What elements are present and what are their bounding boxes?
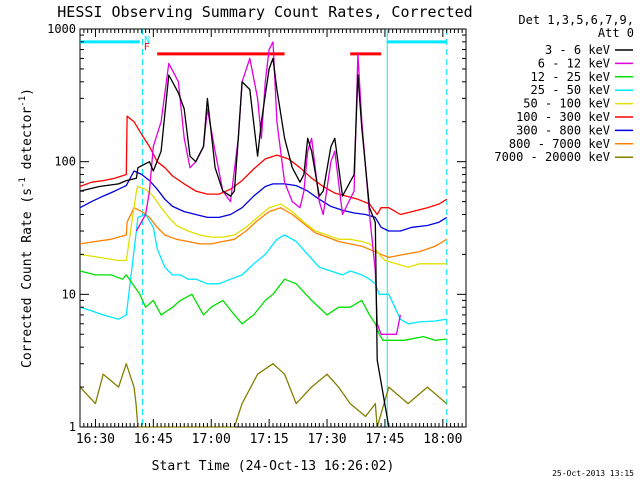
- x-tick-label: 16:45: [134, 432, 173, 447]
- legend-label-100-300-kev: 100 - 300 keV: [516, 110, 610, 124]
- series-line-3-6-kev: [79, 57, 390, 428]
- y-axis-label-sup-2: -1: [18, 96, 28, 107]
- x-tick-label: 17:45: [365, 432, 404, 447]
- footer-timestamp: 25-Oct-2013 13:15: [552, 469, 634, 478]
- series-line-6-12-kev: [135, 41, 402, 335]
- legend-label-25-50-kev: 25 - 50 keV: [531, 83, 610, 97]
- y-tick-label: 1000: [47, 22, 76, 36]
- x-axis: 16:30 16:45 17:00 17:15 17:30 17:45 18:00: [76, 29, 467, 447]
- night-lines: [142, 29, 448, 427]
- legend-label-800-7000-kev: 800 - 7000 keV: [509, 137, 610, 151]
- legend-label-12-25-kev: 12 - 25 keV: [531, 70, 610, 84]
- series-line-12-25-kev: [79, 270, 447, 341]
- legend-header-line-2: Att 0: [598, 26, 634, 40]
- state-marker-f: F: [144, 42, 150, 53]
- series-line-300-800-kev: [79, 170, 448, 232]
- y-axis-label-sup-1: -1: [18, 177, 28, 188]
- x-tick-label: 17:15: [250, 432, 289, 447]
- legend-label-3-6-kev: 3 - 6 keV: [545, 43, 610, 57]
- x-axis-label: Start Time (24-Oct-13 16:26:02): [152, 459, 395, 474]
- series-lines: [79, 41, 448, 428]
- state-marker-n: N: [144, 35, 150, 46]
- series-line-50-100-kev: [79, 185, 447, 268]
- x-tick-label: 18:00: [423, 432, 462, 447]
- y-tick-label: 100: [54, 155, 76, 169]
- legend-label-300-800-kev: 300 - 800 keV: [516, 123, 610, 137]
- y-axis: 1 10 100 1000: [47, 22, 466, 434]
- legend-label-6-12-kev: 6 - 12 keV: [538, 56, 610, 70]
- y-tick-label: 1: [69, 420, 76, 434]
- series-line-7000-20000-kev: [79, 363, 448, 428]
- y-axis-label-main: Corrected Count Rate (s: [20, 188, 35, 368]
- y-axis-label: Corrected Count Rate (s-1 detector-1): [18, 88, 35, 368]
- x-tick-label: 17:00: [192, 432, 231, 447]
- y-axis-label-mid: detector: [20, 107, 35, 178]
- state-markers: NF: [144, 35, 150, 53]
- y-tick-label: 10: [62, 287, 76, 301]
- series-line-100-300-kev: [79, 115, 448, 216]
- legend-label-50-100-kev: 50 - 100 keV: [523, 97, 610, 111]
- legend-header-line-1: Det 1,3,5,6,7,9,: [518, 13, 634, 27]
- series-line-800-7000-kev: [79, 207, 448, 259]
- legend-label-7000-20000-kev: 7000 - 20000 keV: [494, 150, 610, 164]
- x-tick-label: 17:30: [307, 432, 346, 447]
- x-tick-label: 16:30: [76, 432, 115, 447]
- series-line-25-50-kev: [79, 213, 447, 325]
- y-axis-label-end: ): [20, 88, 35, 96]
- chart-title: HESSI Observing Summary Count Rates, Cor…: [57, 3, 472, 21]
